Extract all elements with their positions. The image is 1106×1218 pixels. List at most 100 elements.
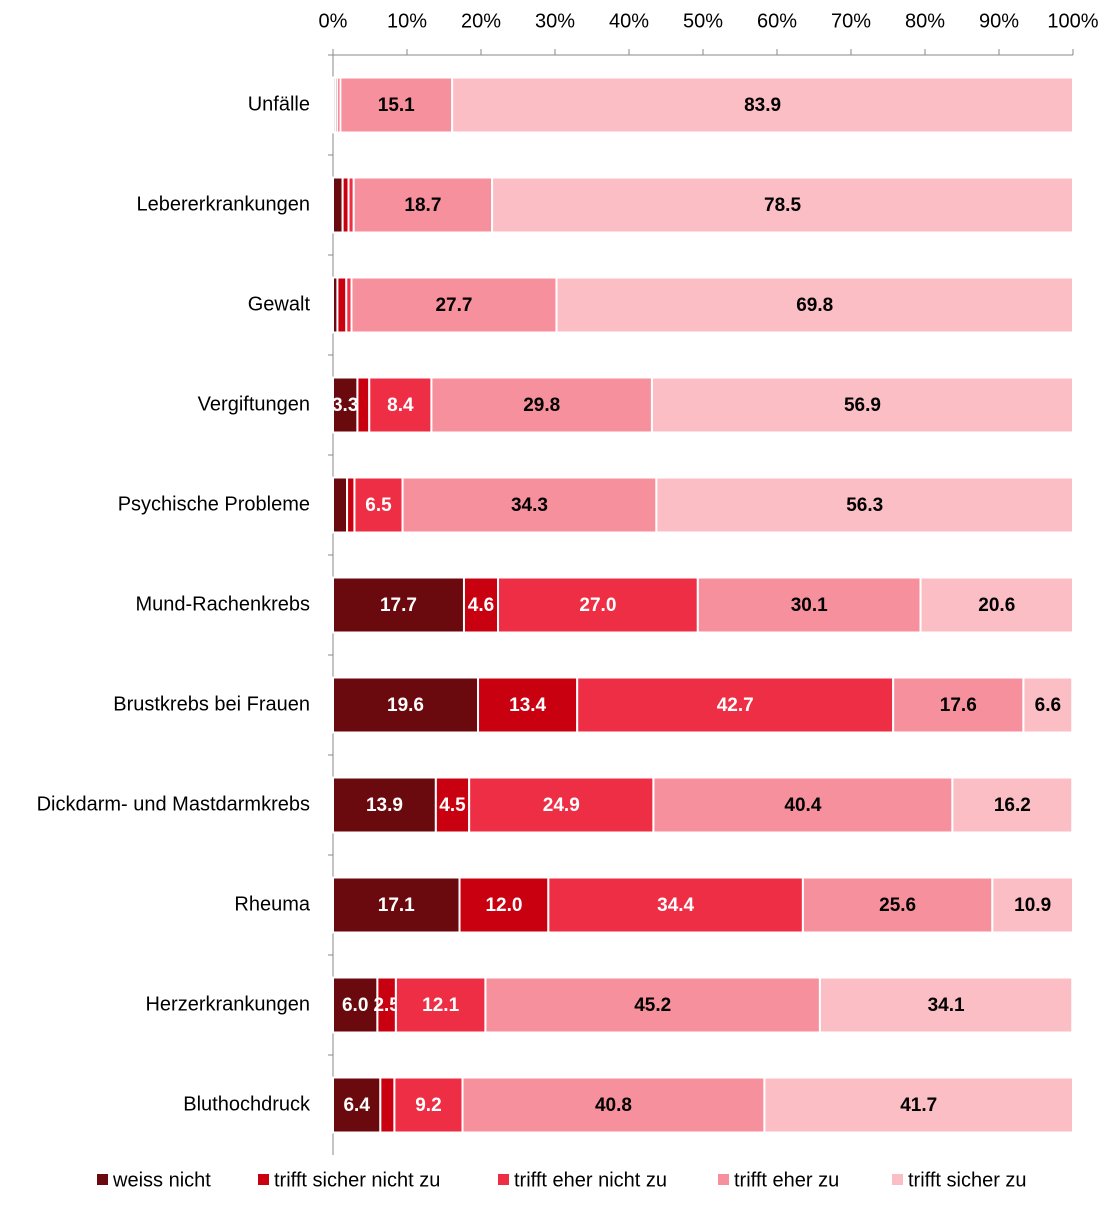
value-label: 56.9 <box>844 395 881 416</box>
y-tick-label: Gewalt <box>248 293 311 315</box>
bar-segment <box>336 276 348 334</box>
x-tick-label: 0% <box>319 10 348 32</box>
value-label: 13.4 <box>509 695 546 716</box>
bar-segment <box>484 976 821 1034</box>
bar-segment <box>763 1076 1074 1134</box>
bar-segment <box>332 476 349 534</box>
bar-segment <box>555 276 1074 334</box>
bar-segment <box>451 76 1074 134</box>
bar-segment <box>379 1076 396 1134</box>
y-tick-label: Bluthochdruck <box>183 1093 311 1115</box>
bar-segment <box>547 876 804 934</box>
bar-segment <box>1022 676 1074 734</box>
value-label: 20.6 <box>978 595 1015 616</box>
y-tick-label: Psychische Probleme <box>118 493 310 515</box>
bar-segment <box>434 776 471 834</box>
x-tick-label: 10% <box>387 10 427 32</box>
value-label: 56.3 <box>846 495 883 516</box>
value-label: 17.1 <box>378 895 415 916</box>
bar-segment <box>461 1076 766 1134</box>
x-tick-label: 20% <box>461 10 501 32</box>
value-label: 6.6 <box>1035 695 1061 716</box>
legend-label: trifft sicher nicht zu <box>274 1169 440 1191</box>
bar-segment <box>368 376 433 434</box>
value-label: 78.5 <box>764 195 801 216</box>
value-label: 8.4 <box>387 395 414 416</box>
x-tick-label: 40% <box>609 10 649 32</box>
legend-label: trifft eher nicht zu <box>514 1169 667 1191</box>
value-label: 6.4 <box>343 1095 370 1116</box>
value-label: 69.8 <box>796 295 833 316</box>
legend-swatch <box>892 1174 903 1185</box>
legend-swatch <box>258 1174 269 1185</box>
value-label: 30.1 <box>791 595 828 616</box>
bar-segment <box>430 376 653 434</box>
bar-segment <box>332 1076 382 1134</box>
bar-segment <box>332 676 480 734</box>
bar-segment <box>332 976 379 1034</box>
x-tick-label: 30% <box>535 10 575 32</box>
x-tick-label: 50% <box>683 10 723 32</box>
legend-swatch <box>498 1174 509 1185</box>
value-label: 17.7 <box>380 595 417 616</box>
bar-segment <box>332 176 344 234</box>
value-label: 42.7 <box>717 695 754 716</box>
y-tick-label: Unfälle <box>248 93 310 115</box>
bar-segment <box>401 476 658 534</box>
value-label: 45.2 <box>634 995 671 1016</box>
value-label: 34.1 <box>928 995 965 1016</box>
y-tick-label: Mund-Rachenkrebs <box>135 593 310 615</box>
bar-segment <box>652 776 954 834</box>
value-label: 6.5 <box>365 495 392 516</box>
value-label: 34.4 <box>657 895 694 916</box>
value-label: 12.0 <box>485 895 522 916</box>
value-label: 13.9 <box>366 795 403 816</box>
bar-segment <box>468 776 655 834</box>
value-label: 29.8 <box>523 395 560 416</box>
value-label: 10.9 <box>1014 895 1051 916</box>
bar-segment <box>352 176 494 234</box>
y-tick-label: Herzerkrankungen <box>145 993 310 1015</box>
y-tick-label: Rheuma <box>234 893 310 915</box>
bar-segment <box>655 476 1074 534</box>
bar-segment <box>458 876 550 934</box>
value-label: 24.9 <box>543 795 580 816</box>
bar-segment <box>491 176 1075 234</box>
bar-segment <box>332 576 465 634</box>
value-label: 40.8 <box>595 1095 632 1116</box>
value-label: 16.2 <box>994 795 1031 816</box>
value-label: 3.3 <box>332 395 358 416</box>
bar-segment <box>818 976 1074 1034</box>
bar-segment <box>339 76 454 134</box>
bar-segment <box>892 676 1025 734</box>
bar-segment <box>393 1076 464 1134</box>
value-label: 9.2 <box>415 1095 441 1116</box>
bar-segment <box>346 476 356 534</box>
x-tick-label: 60% <box>757 10 797 32</box>
bar-segment <box>991 876 1075 934</box>
bar-segment <box>477 676 579 734</box>
bar-segment <box>919 576 1074 634</box>
bar-segment <box>353 476 404 534</box>
value-label: 27.7 <box>435 295 472 316</box>
y-tick-label: Dickdarm- und Mastdarmkrebs <box>37 793 310 815</box>
y-tick-label: Lebererkrankungen <box>137 193 310 215</box>
x-tick-label: 100% <box>1047 10 1098 32</box>
value-label: 4.5 <box>439 795 466 816</box>
value-label: 12.1 <box>422 995 459 1016</box>
bar-segment <box>332 776 437 834</box>
value-label: 19.6 <box>387 695 424 716</box>
bar-segment <box>356 376 371 434</box>
bar-segment <box>576 676 895 734</box>
value-label: 2.5 <box>373 995 400 1016</box>
x-tick-label: 90% <box>979 10 1019 32</box>
value-label: 25.6 <box>879 895 916 916</box>
bar-segment <box>650 376 1074 434</box>
bar-segment <box>696 576 922 634</box>
legend-label: trifft sicher zu <box>908 1169 1027 1191</box>
value-label: 83.9 <box>744 95 781 116</box>
bar-segment <box>801 876 994 934</box>
value-label: 18.7 <box>404 195 441 216</box>
legend-swatch <box>97 1174 108 1185</box>
